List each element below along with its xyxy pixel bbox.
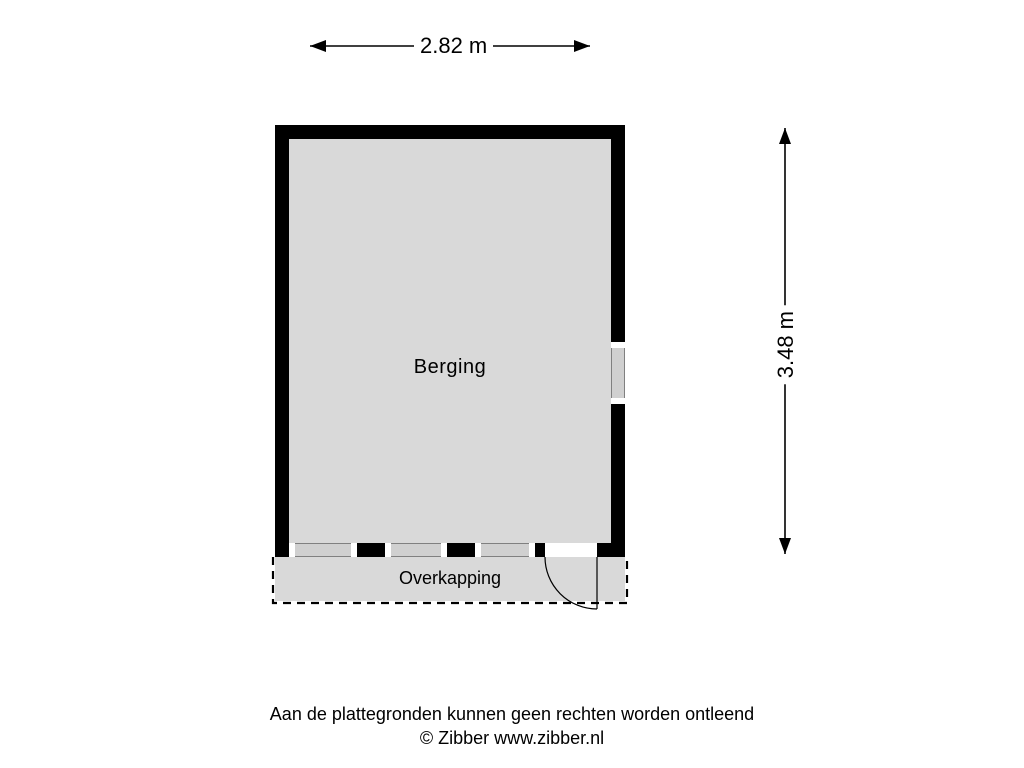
footer-line1: Aan de plattegronden kunnen geen rechten… — [270, 704, 754, 724]
footer-text: Aan de plattegronden kunnen geen rechten… — [0, 702, 1024, 751]
dimension-height-line — [0, 0, 1024, 768]
footer-line2: © Zibber www.zibber.nl — [420, 728, 604, 748]
floorplan-stage: Berging Overkapping 2.82 m 3.48 m — [0, 0, 1024, 768]
dimension-height-label: 3.48 m — [773, 305, 799, 384]
